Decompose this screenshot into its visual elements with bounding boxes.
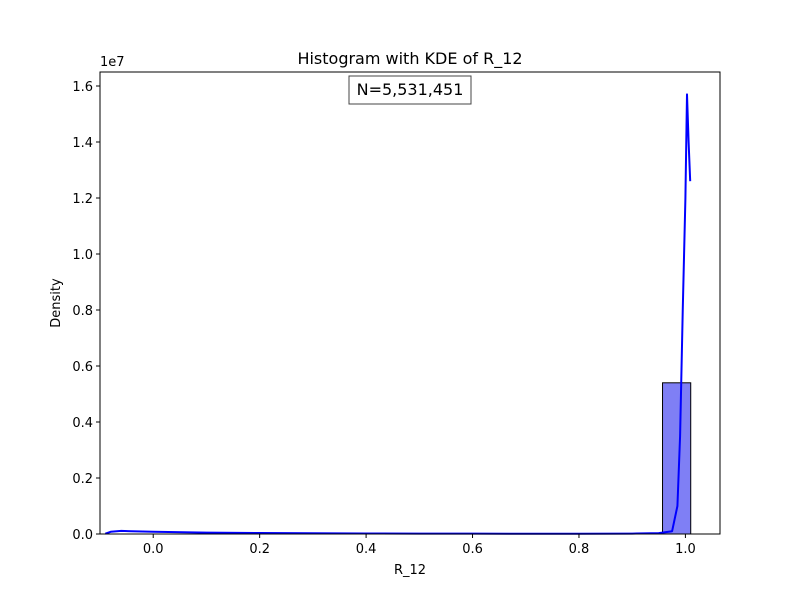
annotation-frame [348, 75, 472, 105]
y-tick-label: 1.6 [72, 80, 93, 95]
y-tick-label: 0.4 [72, 416, 93, 431]
chart-title: Histogram with KDE of R_12 [297, 49, 522, 69]
x-tick-label: 0.4 [356, 542, 377, 557]
x-tick-label: 0.2 [249, 542, 270, 557]
x-axis-ticks: 0.0 0.2 0.4 0.6 0.8 1.0 [143, 534, 696, 557]
y-tick-label: 1.4 [72, 136, 93, 151]
plot-frame [99, 71, 721, 535]
y-tick-label: 0.0 [72, 528, 93, 543]
x-tick-label: 0.8 [569, 542, 590, 557]
x-axis-label: R_12 [394, 563, 426, 578]
x-tick-label: 0.6 [462, 542, 483, 557]
y-tick-label: 1.2 [72, 192, 93, 207]
y-tick-label: 0.6 [72, 360, 93, 375]
y-axis-offset-label: 1e7 [100, 55, 125, 70]
y-tick-label: 0.2 [72, 472, 93, 487]
y-axis-label: Density [49, 278, 64, 328]
x-tick-label: 0.0 [143, 542, 164, 557]
y-tick-label: 0.8 [72, 304, 93, 319]
annotation-box: N=5,531,451 [348, 75, 472, 105]
x-tick-label: 1.0 [675, 542, 696, 557]
y-axis-ticks: 0.0 0.2 0.4 0.6 0.8 1.0 1.2 1.4 1.6 [72, 80, 100, 543]
y-tick-label: 1.0 [72, 248, 93, 263]
sample-count-annotation: N=5,531,451 [357, 80, 464, 99]
